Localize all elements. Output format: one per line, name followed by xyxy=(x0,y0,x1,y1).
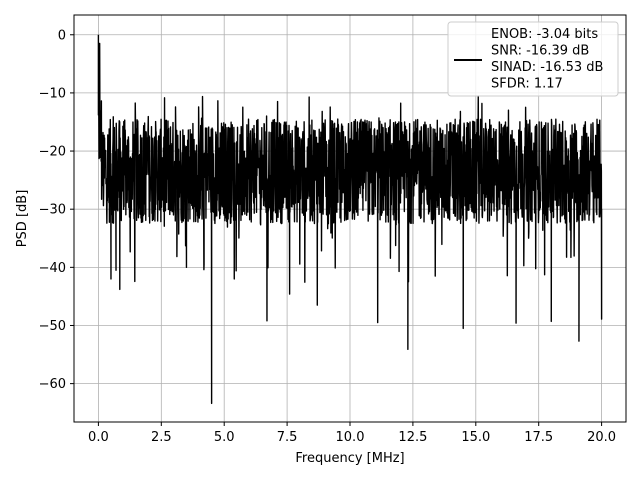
y-tick-label: −10 xyxy=(39,86,66,101)
y-ticks: 0 −10 −20 −30 −40 −50 −60 xyxy=(39,28,74,392)
x-tick-label: 5.0 xyxy=(214,430,235,445)
y-tick-label: −60 xyxy=(39,377,66,392)
y-axis-label: PSD [dB] xyxy=(15,190,30,248)
y-tick-label: −50 xyxy=(39,319,66,334)
x-ticks: 0.0 2.5 5.0 7.5 10.0 12.5 15.0 17.5 20.0 xyxy=(88,422,616,445)
y-tick-label: 0 xyxy=(58,28,66,43)
x-tick-label: 15.0 xyxy=(461,430,490,445)
psd-trace-group xyxy=(97,34,603,405)
legend-label: SINAD: -16.53 dB xyxy=(491,60,603,75)
x-axis-label: Frequency [MHz] xyxy=(295,451,404,466)
y-tick-label: −40 xyxy=(39,261,66,276)
x-tick-label: 10.0 xyxy=(336,430,365,445)
psd-trace-line xyxy=(97,34,603,405)
x-tick-label: 7.5 xyxy=(277,430,298,445)
legend-label: SNR: -16.39 dB xyxy=(491,44,589,59)
legend-label: SFDR: 1.17 xyxy=(491,77,563,92)
x-tick-label: 12.5 xyxy=(398,430,427,445)
legend-label: ENOB: -3.04 bits xyxy=(491,27,598,42)
y-tick-label: −20 xyxy=(39,145,66,160)
y-tick-label: −30 xyxy=(39,203,66,218)
x-tick-label: 17.5 xyxy=(524,430,553,445)
x-tick-label: 2.5 xyxy=(151,430,172,445)
legend-box xyxy=(447,21,619,97)
x-tick-label: 20.0 xyxy=(587,430,616,445)
x-tick-label: 0.0 xyxy=(88,430,109,445)
